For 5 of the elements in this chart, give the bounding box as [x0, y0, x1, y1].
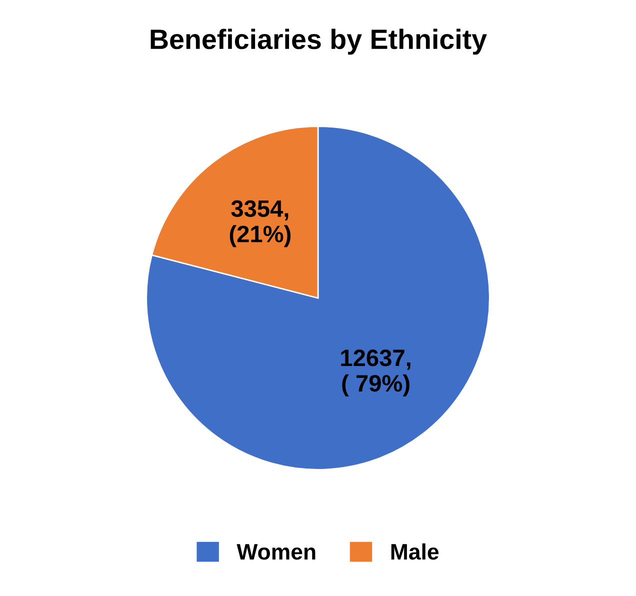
chart-title: Beneficiaries by Ethnicity — [150, 28, 487, 55]
legend-label: Male — [391, 543, 439, 560]
data-label: 12637, ( 79%) — [341, 350, 410, 396]
data-label: 3354, (21%) — [230, 200, 291, 248]
legend-label: Women — [236, 544, 316, 560]
